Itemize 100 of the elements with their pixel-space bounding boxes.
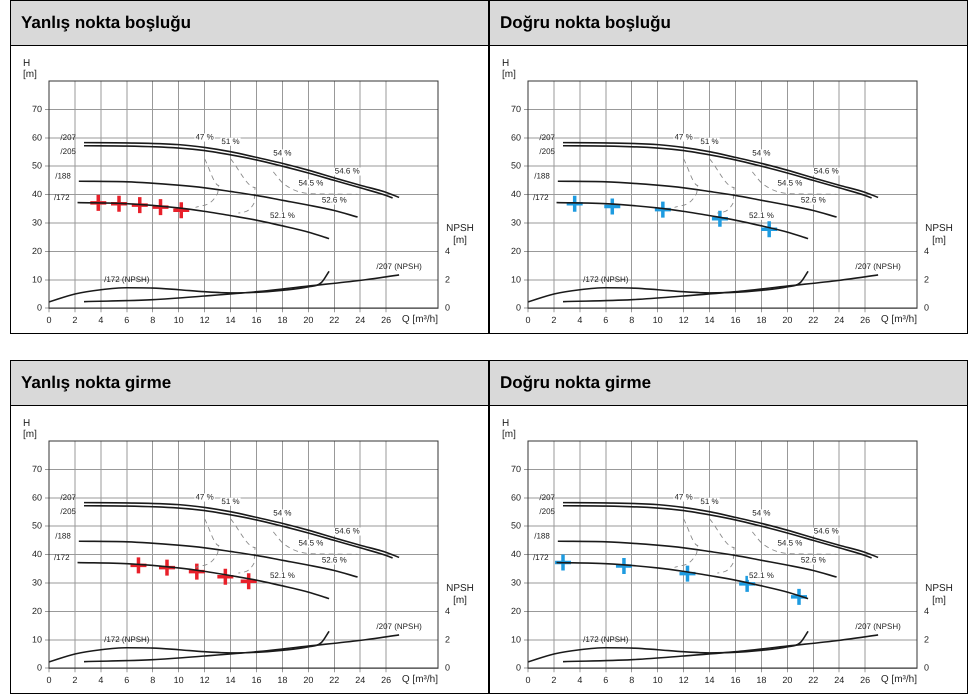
annotation: 52.6 % xyxy=(322,556,347,565)
annotation: 54.5 % xyxy=(777,178,802,188)
y-tick-label: 0 xyxy=(516,302,521,313)
annotation: 51 % xyxy=(700,136,719,146)
annotation: 54 % xyxy=(752,508,771,518)
x-tick-label: 14 xyxy=(704,675,715,686)
y-tick-label: 40 xyxy=(32,189,42,200)
series-label: /205 xyxy=(539,146,556,156)
y2-tick-label: 4 xyxy=(924,606,930,616)
x-tick-label: 18 xyxy=(277,315,288,326)
y-tick-label: 0 xyxy=(36,302,42,313)
y-tick-label: 40 xyxy=(32,549,42,560)
y2-tick-label: 0 xyxy=(924,302,930,313)
series-label: /188 xyxy=(55,531,72,540)
chart-title: Yanlış nokta boşluğu xyxy=(11,1,488,46)
y-tick-label: 0 xyxy=(516,662,521,673)
x-tick-label: 2 xyxy=(551,315,556,326)
y2-tick-label: 2 xyxy=(445,274,450,284)
x-tick-label: 6 xyxy=(603,675,608,686)
x-tick-label: 22 xyxy=(808,675,818,686)
y-tick-label: 50 xyxy=(32,160,42,171)
y-tick-label: 60 xyxy=(32,132,42,142)
series-label: /172 (NPSH) xyxy=(104,274,150,284)
x-tick-label: 18 xyxy=(756,675,766,686)
y2-tick-label: 4 xyxy=(924,246,930,256)
y-tick-label: 10 xyxy=(510,274,521,284)
y2-tick-label: 0 xyxy=(445,662,450,673)
annotation: 51 % xyxy=(221,496,240,506)
series-label: /172 (NPSH) xyxy=(583,274,629,284)
series-label: /205 xyxy=(60,506,77,516)
annotation: 52.1 % xyxy=(748,211,774,220)
y-tick-label: 10 xyxy=(32,634,42,644)
y-tick-label: 70 xyxy=(510,464,521,474)
series-label: /205 xyxy=(60,146,77,156)
series-label: /188 xyxy=(534,531,550,540)
annotation: 54.6 % xyxy=(334,526,360,536)
x-tick-label: 18 xyxy=(277,675,288,686)
series-label: /172 xyxy=(532,192,550,202)
y2-axis-title: NPSH [m] xyxy=(446,583,474,606)
x-tick-label: 22 xyxy=(329,315,340,326)
x-tick-label: 16 xyxy=(251,315,262,326)
y2-tick-label: 4 xyxy=(445,246,450,256)
y2-tick-label: 0 xyxy=(924,662,930,673)
x-tick-label: 8 xyxy=(629,675,634,686)
series-label: /205 xyxy=(539,506,556,516)
x-tick-label: 20 xyxy=(782,675,792,686)
y-tick-label: 70 xyxy=(510,104,521,114)
x-tick-label: 0 xyxy=(525,315,531,326)
y-tick-label: 10 xyxy=(510,634,521,644)
annotation: 47 % xyxy=(674,132,693,142)
x-tick-label: 20 xyxy=(782,315,792,326)
y2-tick-label: 4 xyxy=(445,606,450,616)
x-tick-label: 12 xyxy=(678,675,689,686)
y2-tick-label: 2 xyxy=(924,274,930,284)
x-tick-label: 16 xyxy=(251,675,262,686)
x-tick-label: 4 xyxy=(577,675,582,686)
annotation: 51 % xyxy=(221,136,240,146)
x-tick-label: 8 xyxy=(629,315,634,326)
y-tick-label: 0 xyxy=(36,662,42,673)
series-label: /207 (NPSH) xyxy=(376,622,422,632)
y-tick-label: 20 xyxy=(32,246,42,256)
x-tick-label: 14 xyxy=(226,315,236,326)
series-label: /207 xyxy=(539,492,556,502)
x-tick-label: 20 xyxy=(303,315,314,326)
x-tick-label: 8 xyxy=(150,315,156,326)
x-tick-label: 26 xyxy=(381,315,392,326)
series-label: /207 (NPSH) xyxy=(376,262,422,272)
chart-title: Yanlış nokta girme xyxy=(11,361,488,406)
x-axis-title: Q [m³/h] xyxy=(880,674,918,685)
annotation: 54.5 % xyxy=(298,538,324,548)
annotation: 52.1 % xyxy=(270,211,295,220)
x-tick-label: 10 xyxy=(652,315,663,326)
y2-tick-label: 2 xyxy=(445,634,450,644)
x-tick-label: 6 xyxy=(124,675,130,686)
y-tick-label: 20 xyxy=(510,246,521,256)
annotation: 54.5 % xyxy=(777,538,802,548)
x-tick-label: 14 xyxy=(704,315,715,326)
annotation: 54 % xyxy=(273,148,292,158)
annotation: 52.6 % xyxy=(800,556,826,565)
series-label: /188 xyxy=(55,171,72,180)
series-label: /172 (NPSH) xyxy=(583,634,629,644)
annotation: 51 % xyxy=(700,496,719,506)
series-label: /172 xyxy=(532,552,550,562)
x-tick-label: 24 xyxy=(355,675,366,686)
y2-tick-label: 0 xyxy=(445,302,450,313)
annotation: 47 % xyxy=(674,492,693,502)
x-axis-title: Q [m³/h] xyxy=(402,314,438,325)
y-tick-label: 30 xyxy=(510,217,521,228)
series-label: /207 xyxy=(539,132,556,142)
x-tick-label: 24 xyxy=(834,315,844,326)
y-tick-label: 30 xyxy=(510,577,521,588)
series-label: /207 xyxy=(60,132,77,142)
x-tick-label: 10 xyxy=(174,675,184,686)
series-label: /172 (NPSH) xyxy=(104,634,150,644)
x-tick-label: 4 xyxy=(577,315,582,326)
series-label: /188 xyxy=(534,171,550,180)
annotation: 54.6 % xyxy=(814,526,839,536)
y-tick-label: 40 xyxy=(510,549,521,560)
annotation: 54 % xyxy=(752,148,771,158)
x-tick-label: 12 xyxy=(200,315,210,326)
